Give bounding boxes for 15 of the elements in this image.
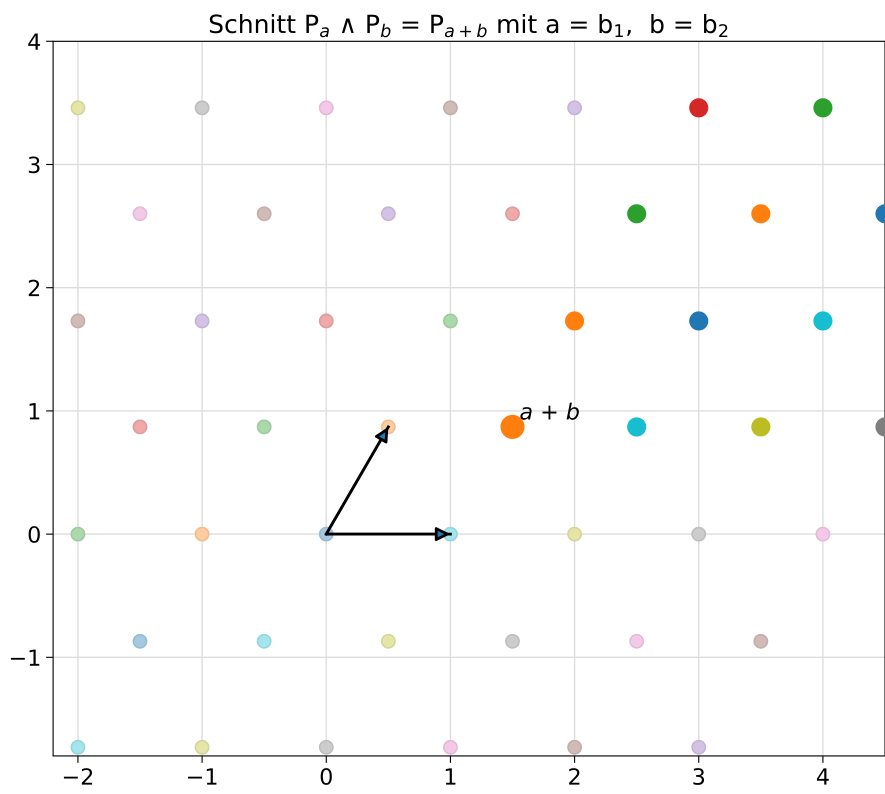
x-tick-label: −1 [188, 768, 216, 785]
annotation: a + b [520, 402, 579, 420]
x-tick-label: 1 [446, 768, 456, 785]
y-tick-label: 3 [28, 156, 40, 174]
y-tick-label: 4 [28, 34, 40, 50]
x-tick-label: 3 [693, 768, 704, 785]
x-tick-label: 2 [569, 768, 580, 785]
x-tick-label: 4 [816, 768, 829, 785]
y-tick-label: 2 [28, 280, 40, 296]
y-tick-label: −1 [10, 650, 40, 666]
x-tick-label: 0 [320, 768, 332, 785]
y-tick-label: 1 [30, 403, 40, 420]
chart-title: Schnitt P$_{a}$ ∧ P$_{b}$ = P$_{a+b}$ mit a = b$_{1}$, b = b$_{2}$ [210, 14, 728, 38]
x-tick-label: −2 [64, 768, 92, 785]
y-tick-label: 0 [28, 526, 40, 543]
